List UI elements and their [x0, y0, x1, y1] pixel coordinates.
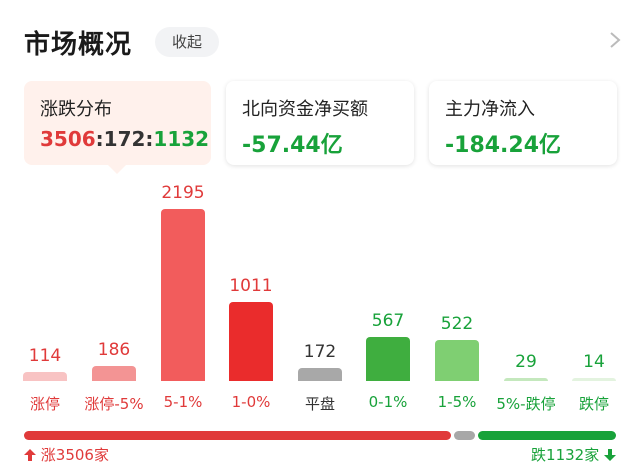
bar-6[interactable]: [435, 340, 479, 381]
collapse-button[interactable]: 收起: [155, 27, 219, 57]
down-count: 1132: [153, 127, 210, 151]
bar-value-label: 14: [583, 352, 605, 372]
bar-7[interactable]: [504, 378, 548, 381]
category-label: 0-1%: [368, 393, 408, 411]
card-main-net-inflow[interactable]: 主力净流入 -184.24亿: [429, 81, 617, 165]
category-label: 1-5%: [437, 393, 477, 411]
section-header: 市场概况 收起: [0, 0, 640, 80]
active-card-pointer: [108, 165, 126, 174]
separator: :: [145, 127, 154, 151]
bar-value-label: 172: [303, 342, 337, 362]
flat-count: 172: [103, 127, 146, 151]
card-value: -57.44亿: [242, 133, 343, 158]
category-label: 5-1%: [163, 393, 203, 411]
category-label: 涨停: [29, 395, 60, 413]
bar-1[interactable]: [92, 366, 136, 381]
card-label: 北向资金净买额: [242, 99, 368, 120]
bar-8[interactable]: [572, 378, 616, 381]
category-label: 5%-跌停: [496, 395, 556, 413]
bar-value-label: 522: [440, 314, 474, 334]
bar-2[interactable]: [161, 209, 205, 381]
separator: :: [95, 127, 104, 151]
fall-count-text: 跌1132家: [531, 446, 600, 462]
card-label: 涨跌分布: [40, 99, 112, 120]
bar-3[interactable]: [229, 302, 273, 381]
category-label: 1-0%: [231, 393, 271, 411]
bar-value-label: 567: [371, 311, 405, 331]
rise-count-footer: 涨3506家: [24, 444, 109, 462]
bar-value-label: 1011: [229, 276, 273, 296]
card-northbound-net-buy[interactable]: 北向资金净买额 -57.44亿: [226, 81, 414, 165]
bar-value-label: 2195: [161, 183, 205, 203]
bar-value-label: 186: [97, 340, 131, 360]
rise-count-text: 涨3506家: [40, 446, 109, 462]
ratio-down-segment: [478, 431, 616, 440]
card-value: -184.24亿: [445, 133, 562, 158]
ratio-flat-segment: [454, 431, 476, 440]
chevron-right-icon[interactable]: [608, 30, 622, 50]
category-label: 涨停-5%: [84, 395, 144, 413]
card-rise-fall-values: 3506:172:1132: [40, 127, 209, 151]
category-label: 跌停: [578, 395, 609, 413]
arrow-up-icon: [24, 449, 36, 461]
card-rise-fall-distribution[interactable]: 涨跌分布 3506:172:1132: [24, 81, 211, 165]
bar-4[interactable]: [298, 368, 342, 381]
category-label: 平盘: [304, 395, 335, 413]
card-label: 主力净流入: [445, 99, 535, 120]
fall-count-footer: 跌1132家: [531, 444, 616, 462]
ratio-up-segment: [24, 431, 452, 440]
bar-5[interactable]: [366, 337, 410, 381]
bar-value-label: 114: [28, 346, 62, 366]
section-title: 市场概况: [24, 30, 133, 60]
bar-value-label: 29: [515, 352, 537, 372]
bar-0[interactable]: [23, 372, 67, 381]
arrow-down-icon: [604, 449, 616, 461]
up-count: 3506: [40, 127, 96, 151]
